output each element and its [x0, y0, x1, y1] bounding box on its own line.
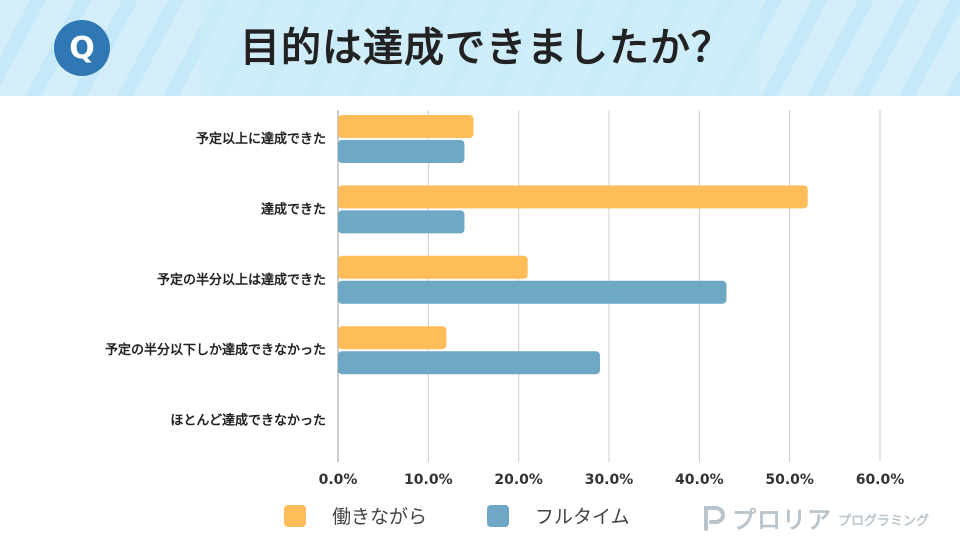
bar-chart: 0.0% 10.0% 20.0% 30.0% 40.0% 50.0% 60.0% 予定以上に達…	[105, 110, 905, 488]
brand-name: プロリア	[732, 506, 832, 534]
legend-label-fulltime: フルタイム	[535, 506, 630, 528]
category-label: 達成できた	[261, 201, 326, 217]
x-tick-label: 60.0%	[856, 472, 905, 488]
brand-p-icon	[702, 505, 726, 531]
legend-item-fulltime: フルタイム	[487, 502, 630, 529]
page-title: 目的は達成できましたか？	[240, 25, 732, 71]
category-label: 予定の半分以下しか達成できなかった	[105, 342, 326, 358]
legend-swatch-fulltime	[487, 504, 509, 527]
bar-fulltime	[338, 280, 727, 304]
header-banner: Q 目的は達成できましたか？	[0, 0, 960, 96]
chart-legend: 働きながら フルタイム	[0, 496, 960, 536]
category-label: 予定以上に達成できた	[196, 131, 326, 147]
header-stripes	[0, 0, 960, 96]
brand-logo: プロリア プログラミング	[702, 500, 929, 535]
bar-work	[338, 115, 474, 138]
legend-item-work: 働きながら	[284, 502, 427, 529]
x-tick-label: 40.0%	[675, 472, 724, 488]
legend-swatch-work	[284, 504, 306, 527]
bar-work	[338, 185, 808, 209]
x-tick-label: 30.0%	[585, 472, 634, 488]
brand-subtitle: プログラミング	[838, 514, 930, 529]
bar-fulltime	[338, 351, 600, 375]
bar-fulltime	[338, 210, 465, 234]
bar-work	[338, 255, 528, 279]
x-tick-label: 50.0%	[765, 472, 814, 488]
bar-work	[338, 326, 447, 350]
category-label: ほとんど達成できなかった	[170, 413, 326, 429]
x-tick-label: 0.0%	[319, 472, 358, 488]
category-label: 予定の半分以上は達成できた	[157, 272, 326, 288]
x-tick-label: 20.0%	[494, 472, 543, 488]
question-badge-icon: Q	[54, 20, 110, 76]
legend-label-work: 働きながら	[332, 506, 428, 528]
bar-fulltime	[338, 140, 465, 163]
x-tick-label: 10.0%	[404, 472, 453, 488]
